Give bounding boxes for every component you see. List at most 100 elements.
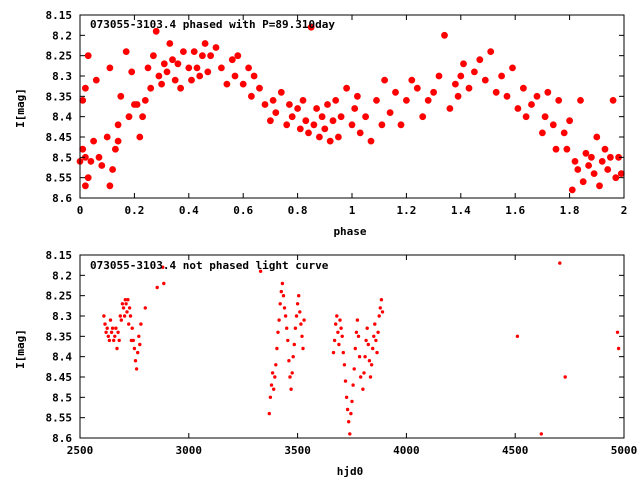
data-point: [274, 363, 278, 367]
data-point: [378, 306, 382, 310]
data-point: [302, 318, 306, 322]
data-point: [158, 80, 166, 88]
data-point: [288, 113, 296, 121]
data-point: [282, 306, 287, 310]
data-point: [117, 338, 121, 343]
data-point: [258, 269, 263, 273]
y-tick-label: 8.4: [52, 111, 72, 124]
data-point: [114, 326, 118, 330]
data-point: [128, 68, 136, 76]
data-point: [571, 157, 579, 165]
data-point: [84, 52, 92, 60]
data-point: [288, 375, 292, 379]
y-tick-label: 8.45: [46, 131, 73, 144]
data-point: [353, 346, 357, 351]
data-point: [117, 92, 125, 100]
data-point: [335, 314, 339, 318]
data-point: [375, 350, 379, 355]
data-point: [256, 84, 263, 92]
data-point: [171, 76, 179, 84]
data-point: [362, 371, 366, 375]
data-point: [601, 145, 609, 153]
data-point: [138, 342, 142, 347]
data-point: [353, 92, 361, 100]
data-point: [266, 117, 274, 125]
data-point: [185, 64, 193, 72]
data-point: [298, 310, 302, 314]
data-point: [107, 338, 112, 343]
x-tick-label: 1.2: [396, 204, 416, 217]
data-point: [331, 350, 336, 355]
data-point: [261, 101, 269, 108]
data-point: [372, 334, 376, 338]
data-point: [357, 355, 362, 359]
data-point: [555, 97, 563, 104]
data-point: [128, 314, 133, 318]
data-point: [239, 80, 247, 88]
data-point: [515, 334, 520, 338]
phased-axis-ticks: 0 0.2 0.4 0.6 0.8 1 1.2 1.4 1.6 1.8 2 8.15 8.2 8.25 8.…: [46, 9, 628, 217]
unphased-plot-frame: [79, 254, 625, 439]
data-point: [294, 314, 299, 318]
data-point: [612, 174, 620, 182]
data-point: [402, 97, 410, 104]
data-point: [132, 346, 137, 351]
data-point: [267, 411, 271, 416]
data-point: [337, 342, 341, 347]
y-tick-label: 8.6: [52, 432, 72, 445]
data-point: [299, 322, 303, 326]
data-point: [123, 298, 128, 302]
y-tick-label: 8.55: [46, 412, 73, 425]
data-point: [250, 72, 258, 80]
data-point: [198, 52, 206, 60]
data-point: [190, 48, 198, 55]
data-point: [245, 64, 253, 72]
data-point: [352, 367, 356, 371]
data-point: [133, 101, 141, 108]
data-point: [373, 97, 380, 104]
data-point: [126, 298, 130, 302]
y-tick-label: 8.25: [46, 50, 73, 63]
x-tick-label: 0.4: [179, 204, 199, 217]
data-point: [539, 432, 543, 436]
data-point: [283, 314, 288, 318]
data-point: [112, 145, 119, 153]
data-point: [549, 121, 557, 129]
data-point: [136, 350, 140, 355]
y-tick-label: 8.4: [52, 351, 72, 364]
data-point: [615, 330, 620, 334]
data-point: [604, 166, 612, 173]
data-point: [451, 80, 459, 88]
data-point: [166, 40, 174, 47]
data-point: [345, 407, 350, 412]
data-point: [84, 174, 92, 182]
data-point: [272, 109, 280, 116]
data-point: [294, 105, 302, 112]
data-point: [110, 326, 115, 330]
data-point: [376, 330, 380, 334]
data-point: [196, 72, 204, 80]
data-point: [179, 48, 187, 55]
x-tick-label: 2: [621, 204, 628, 217]
data-point: [481, 76, 489, 84]
x-tick-label: 4000: [393, 444, 420, 457]
data-point: [344, 395, 349, 399]
data-point: [408, 76, 416, 84]
data-point: [188, 76, 195, 84]
data-point: [223, 80, 231, 88]
data-point: [90, 137, 97, 145]
data-point: [115, 346, 119, 351]
data-point: [109, 330, 114, 334]
y-tick-label: 8.2: [52, 269, 72, 282]
data-point: [520, 84, 527, 92]
data-point: [283, 121, 291, 129]
data-point: [338, 318, 342, 322]
data-point: [125, 310, 129, 314]
data-point: [533, 92, 541, 100]
data-point: [326, 137, 334, 145]
x-tick-label: 1.4: [451, 204, 471, 217]
phased-plot-frame: [79, 14, 625, 199]
data-point: [374, 338, 378, 343]
data-point: [552, 145, 560, 153]
data-point: [147, 84, 155, 92]
